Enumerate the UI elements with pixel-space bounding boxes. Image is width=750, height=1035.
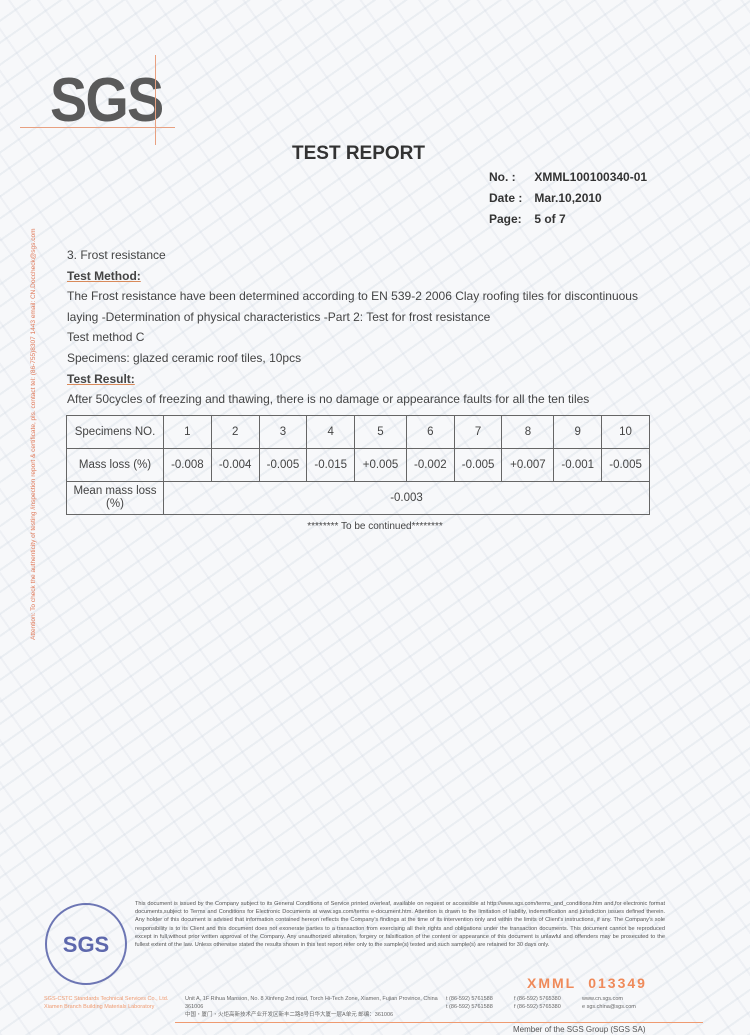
method-line: Specimens: glazed ceramic roof tiles, 10… (67, 350, 302, 365)
address-line: Unit A, 1F Rihua Mansion, No. 8 Xinfeng … (185, 996, 438, 1010)
method-heading: Test Method: (67, 268, 141, 283)
serial-number: XMML 013349 (527, 975, 647, 991)
row-header: Mass loss (%) (66, 448, 164, 482)
specimen-number: 3 (258, 415, 308, 449)
mass-loss-value: -0.005 (258, 448, 308, 482)
address-line: 中国・厦门・火炬高新技术产业开发区新丰二路8号日华大厦一层A单元 邮编：3610… (185, 1012, 394, 1018)
specimen-number: 10 (601, 415, 650, 449)
mass-loss-value: +0.005 (354, 448, 407, 482)
report-date: Date : Mar.10,2010 (489, 188, 647, 209)
specimen-number: 2 (210, 415, 260, 449)
mass-loss-value: -0.002 (405, 448, 455, 482)
result-heading: Test Result: (67, 371, 135, 386)
mass-loss-value: -0.001 (553, 448, 603, 482)
report-page-value: 5 of 7 (534, 212, 566, 226)
company-line: SGS-CSTC Standards Technical Services Co… (44, 996, 169, 1002)
legal-disclaimer: This document is issued by the Company s… (135, 901, 665, 949)
mass-loss-value: +0.007 (501, 448, 555, 482)
website-link[interactable]: www.cn.sgs.com (582, 996, 623, 1002)
member-note: Member of the SGS Group (SGS SA) (513, 1025, 646, 1034)
serial-prefix: XMML (527, 975, 577, 991)
stamp-text: SGS (62, 932, 110, 957)
method-line: Test method C (67, 330, 145, 345)
fax-line: f (86-592) 5765380 (514, 1004, 561, 1010)
report-number-label: No. : (489, 170, 516, 184)
specimen-number: 6 (405, 415, 455, 449)
report-page-label: Page: (489, 212, 522, 226)
results-table: Specimens NO. 1 2 3 4 5 6 7 8 9 10 Mass loss (%) -0… (66, 415, 650, 515)
mass-loss-value: -0.005 (453, 448, 503, 482)
specimen-number: 7 (453, 415, 503, 449)
method-line: laying -Determination of physical charac… (67, 309, 491, 324)
specimen-number: 1 (163, 415, 212, 449)
mass-loss-value: -0.008 (163, 448, 212, 482)
specimen-number: 8 (501, 415, 555, 449)
company-name: SGS-CSTC Standards Technical Services Co… (44, 995, 179, 1019)
address: Unit A, 1F Rihua Mansion, No. 8 Xinfeng … (185, 995, 440, 1019)
report-page: Page: 5 of 7 (489, 209, 647, 230)
fax: f (86-592) 5765380 f (86-592) 5765380 (514, 995, 576, 1019)
continued-note: ******** To be continued******** (307, 521, 443, 532)
report-meta: No. : XMML100100340-01 Date : Mar.10,201… (489, 167, 647, 230)
telephone-line: t (86-592) 5761588 (446, 1004, 493, 1010)
telephone: t (86-592) 5761588 t (86-592) 5761588 (446, 995, 508, 1019)
specimen-number: 4 (306, 415, 356, 449)
table-row: Mass loss (%) -0.008 -0.004 -0.005 -0.015 +0.… (66, 448, 650, 482)
email-link[interactable]: e sgs.china@sgs.com (582, 1004, 636, 1010)
sgs-logo: SGS (50, 66, 164, 135)
result-text: After 50cycles of freezing and thawing, … (67, 392, 590, 407)
row-header: Mean mass loss (%) (66, 481, 164, 515)
report-date-label: Date : (489, 191, 523, 205)
mass-loss-value: -0.005 (601, 448, 650, 482)
report-body: 3. Frost resistance Test Method: The Fro… (67, 245, 638, 410)
table-row: Specimens NO. 1 2 3 4 5 6 7 8 9 10 (66, 415, 650, 449)
method-line: The Frost resistance have been determine… (67, 289, 638, 304)
serial-digits: 013349 (588, 975, 647, 991)
row-header: Specimens NO. (66, 415, 164, 449)
page-title: TEST REPORT (292, 143, 426, 164)
sgs-stamp: SGS (45, 903, 127, 985)
mass-loss-value: -0.004 (210, 448, 260, 482)
specimen-number: 5 (354, 415, 407, 449)
report-date-value: Mar.10,2010 (534, 191, 602, 205)
footer-divider (175, 1022, 703, 1023)
report-number: No. : XMML100100340-01 (489, 167, 647, 188)
fax-line: f (86-592) 5765380 (514, 996, 561, 1002)
section-heading: 3. Frost resistance (67, 248, 166, 262)
logo-divider (155, 55, 156, 145)
report-number-value: XMML100100340-01 (534, 170, 648, 184)
company-line: Xiamen Branch Building Materials Laborat… (44, 1004, 155, 1010)
mean-value: -0.003 (163, 481, 650, 515)
mass-loss-value: -0.015 (306, 448, 356, 482)
logo-divider (20, 127, 175, 128)
telephone-line: t (86-592) 5761588 (446, 996, 493, 1002)
web-contact: www.cn.sgs.com e sgs.china@sgs.com (582, 995, 662, 1019)
specimen-number: 9 (553, 415, 603, 449)
table-row: Mean mass loss (%) -0.003 (66, 481, 650, 515)
authenticity-note: Attention: To check the authenticity of … (30, 228, 37, 641)
footer-contacts: SGS-CSTC Standards Technical Services Co… (44, 995, 704, 1019)
